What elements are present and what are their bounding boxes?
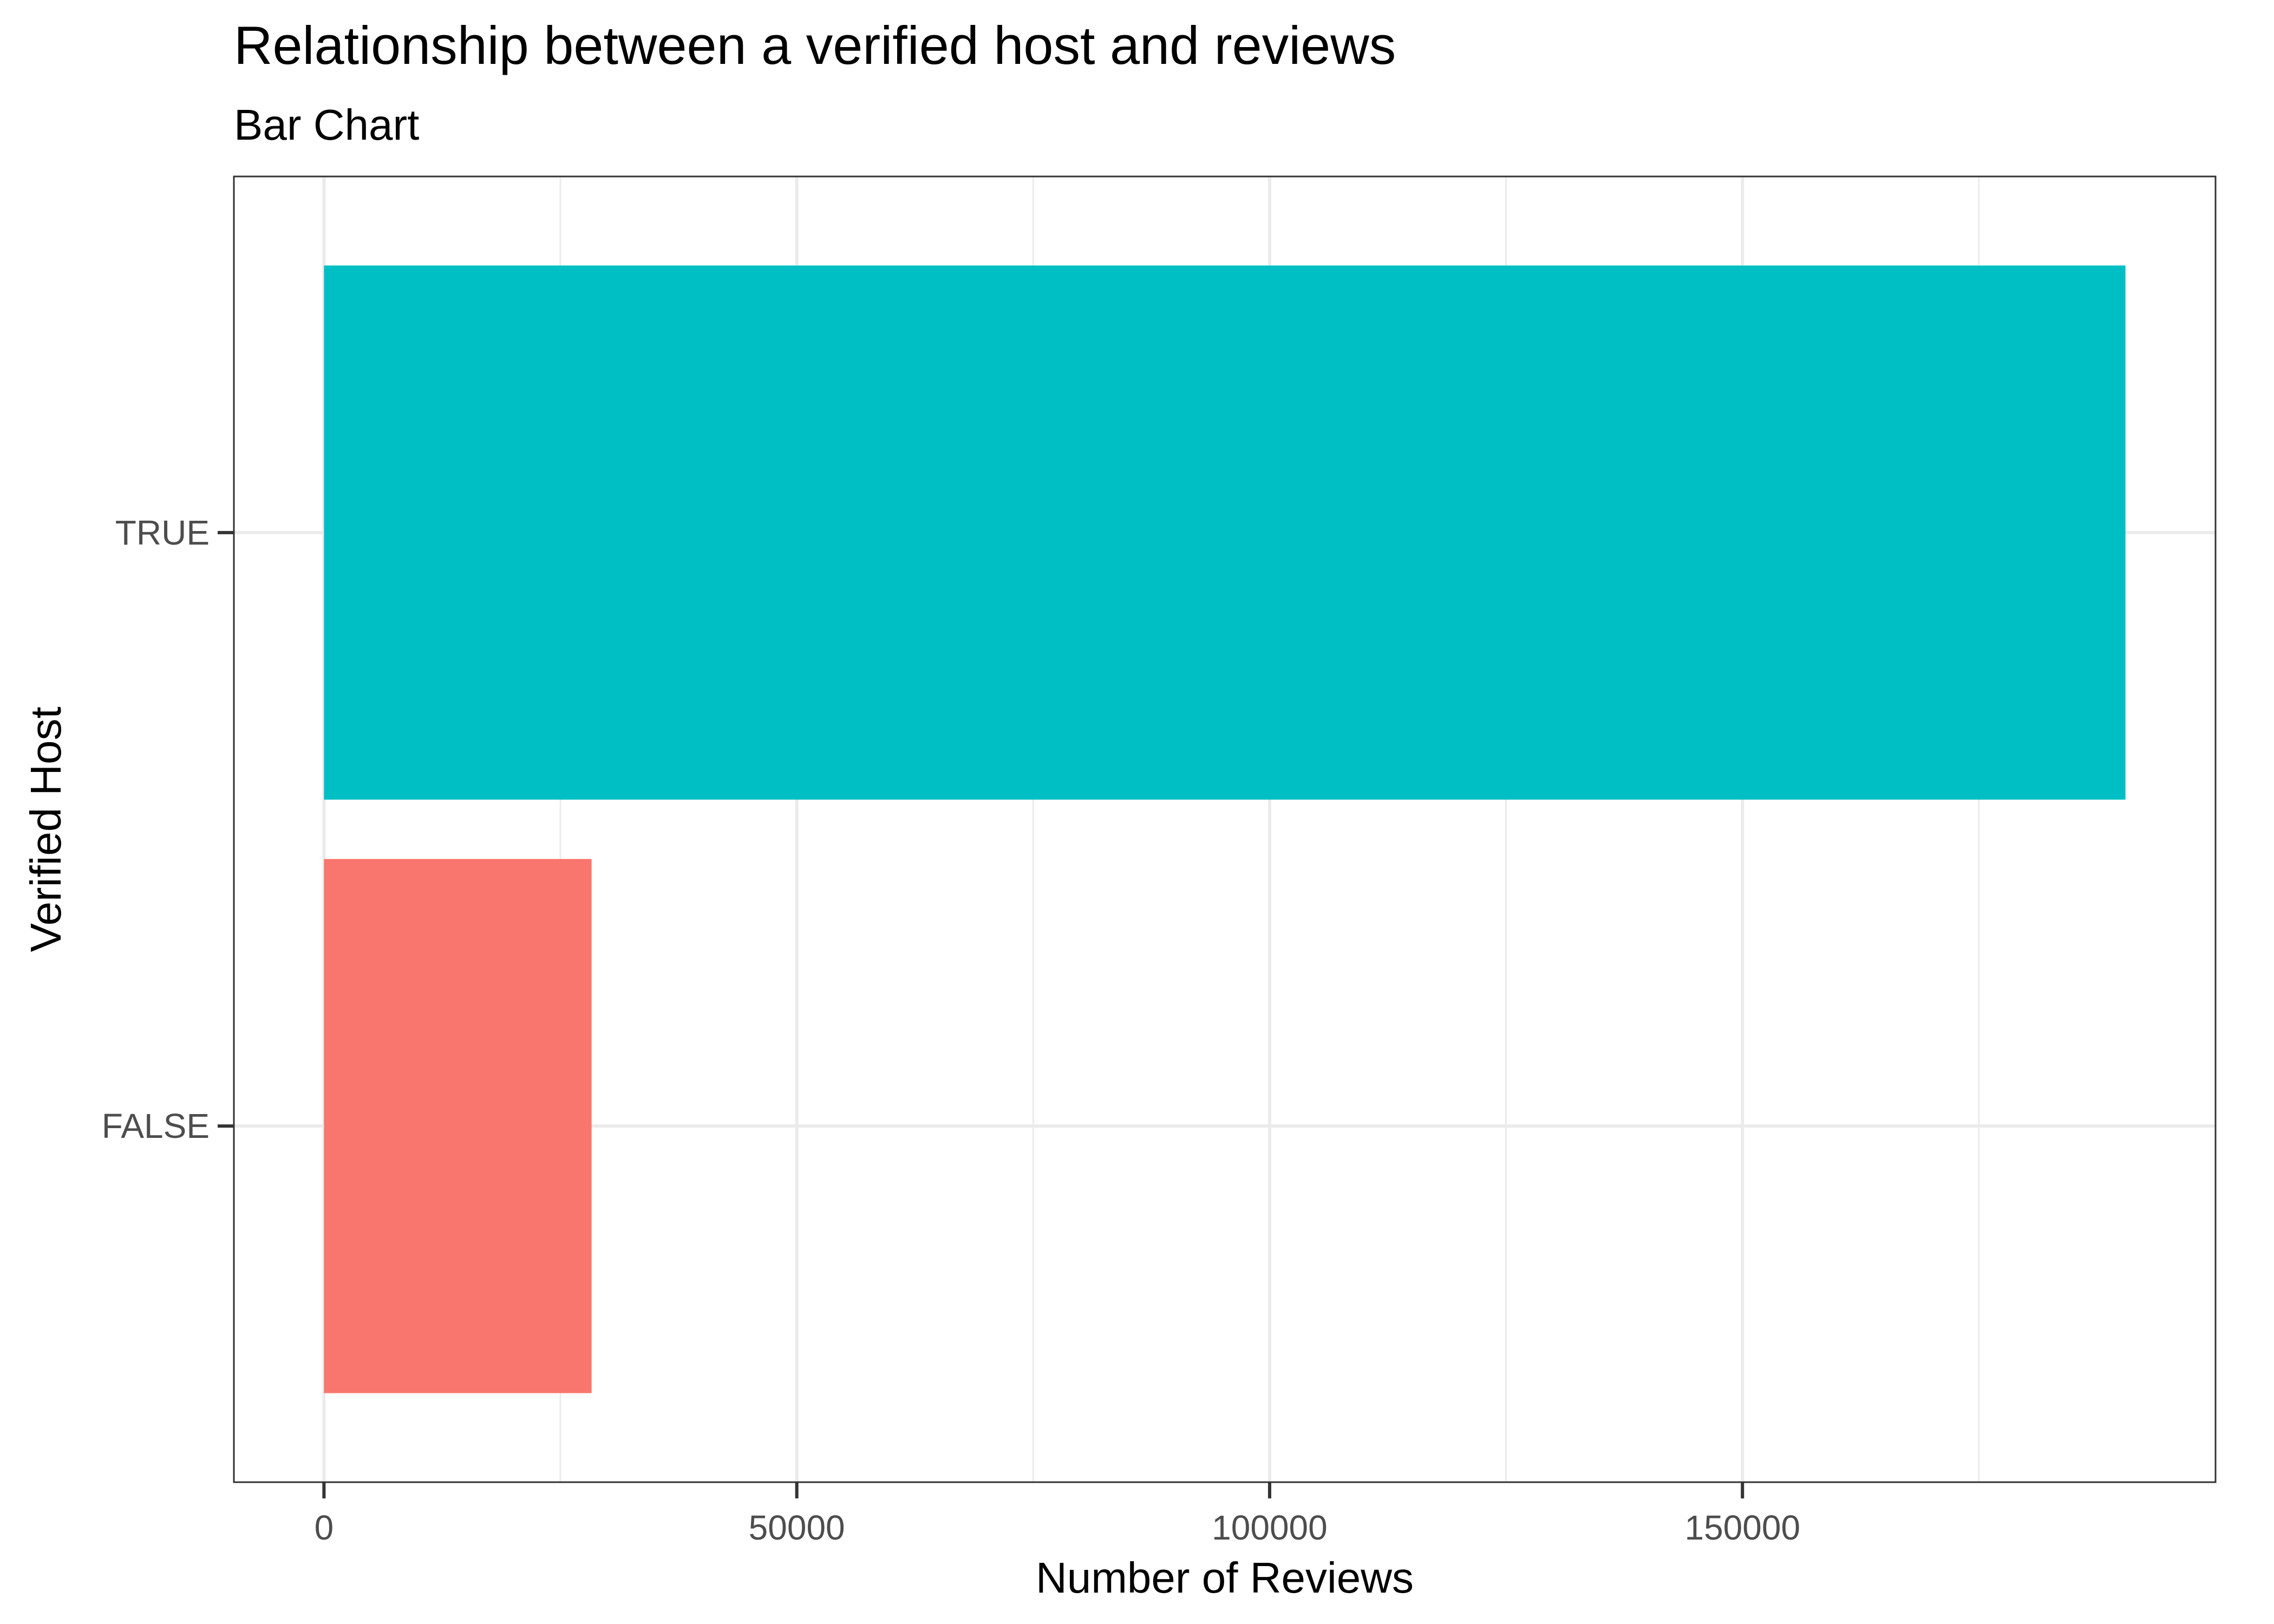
y-tick-label: FALSE xyxy=(102,1106,210,1145)
x-axis-title: Number of Reviews xyxy=(1036,1554,1414,1602)
y-axis-title: Verified Host xyxy=(22,706,70,952)
bar-false xyxy=(324,859,592,1393)
bars xyxy=(324,265,2126,1393)
x-tick-label: 100000 xyxy=(1212,1508,1328,1547)
x-tick-label: 150000 xyxy=(1684,1508,1800,1547)
x-tick-label: 50000 xyxy=(749,1508,845,1547)
chart-title: Relationship between a verified host and… xyxy=(234,15,1396,75)
y-tick-label: TRUE xyxy=(115,513,210,552)
chart-subtitle: Bar Chart xyxy=(234,101,419,149)
plot-panel-border xyxy=(233,175,2217,1483)
x-axis: 0 50000 100000 150000 xyxy=(315,1482,1800,1547)
y-axis: FALSE TRUE xyxy=(102,513,234,1145)
x-tick-label: 0 xyxy=(315,1508,334,1547)
bar-true xyxy=(324,265,2126,800)
